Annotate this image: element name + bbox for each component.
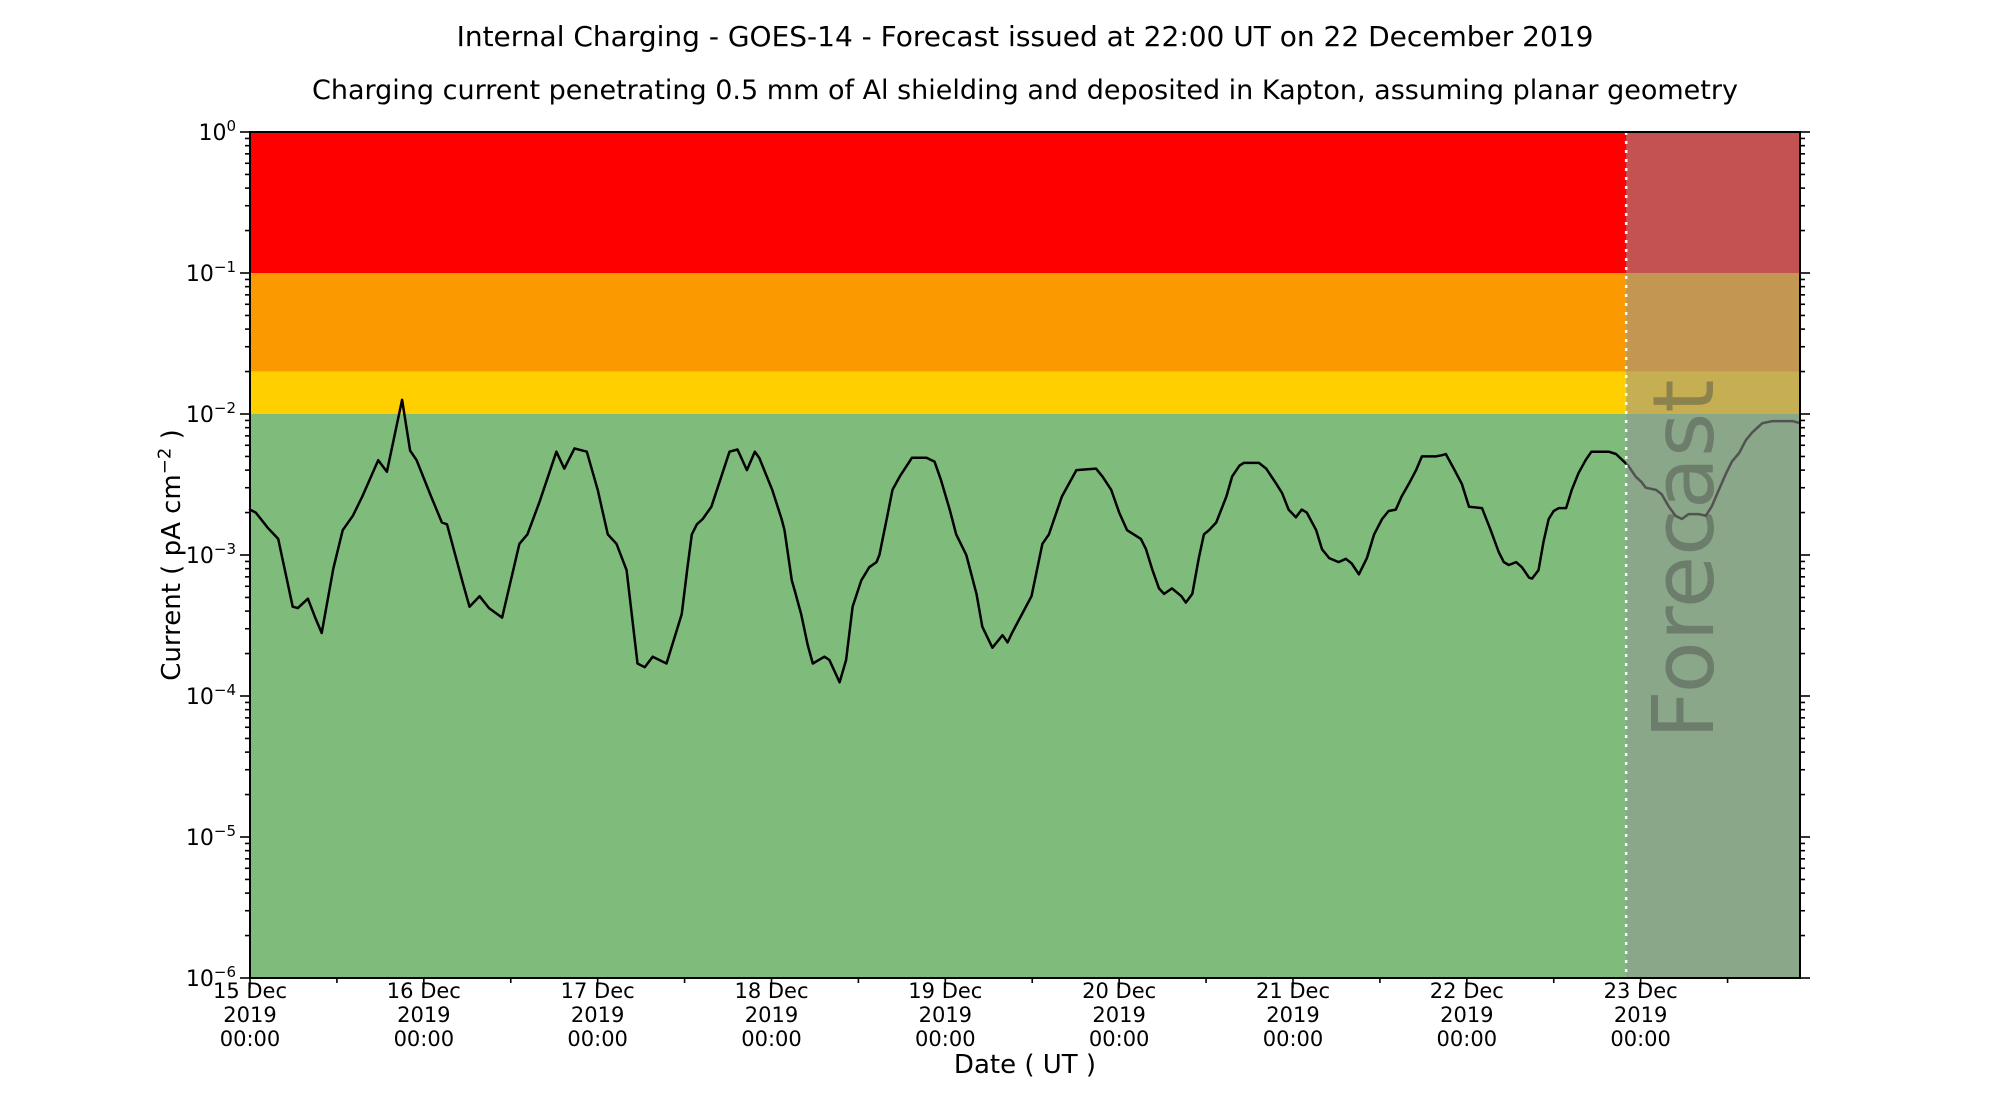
forecast-shading — [1626, 132, 1800, 978]
x-tick-label: 15 Dec 2019 00:00 — [213, 979, 287, 1051]
current-curve — [248, 398, 1802, 684]
axes-border — [249, 131, 1801, 979]
y-tick-label: 100 — [198, 117, 236, 146]
series-charging-current — [248, 398, 1802, 684]
band-green-safe — [250, 414, 1800, 978]
x-axis-label: Date ( UT ) — [953, 1050, 1097, 1080]
band-yellow-alert — [250, 371, 1800, 414]
risk-bands — [250, 132, 1800, 978]
x-tick-label: 17 Dec 2019 00:00 — [561, 979, 635, 1051]
x-tick-label: 18 Dec 2019 00:00 — [734, 979, 808, 1051]
y-tick-label: 10−2 — [186, 399, 236, 428]
x-tick-label: 20 Dec 2019 00:00 — [1082, 979, 1156, 1051]
y-tick-label: 10−4 — [186, 681, 236, 710]
x-tick-label: 22 Dec 2019 00:00 — [1430, 979, 1504, 1051]
x-tick-label: 21 Dec 2019 00:00 — [1256, 979, 1330, 1051]
figure-subtitle: Charging current penetrating 0.5 mm of A… — [312, 75, 1738, 106]
forecast-watermark: Forecast — [1635, 379, 1734, 739]
y-tick-label: 10−3 — [186, 540, 236, 569]
x-tick-label: 16 Dec 2019 00:00 — [387, 979, 461, 1051]
x-tick-label: 19 Dec 2019 00:00 — [908, 979, 982, 1051]
x-tick-label: 23 Dec 2019 00:00 — [1604, 979, 1678, 1051]
forecast-overlay — [1624, 132, 1800, 978]
y-tick-label: 10−1 — [186, 258, 236, 287]
band-orange-alert — [250, 273, 1800, 372]
plot-spines — [249, 131, 1801, 979]
figure-title: Internal Charging - GOES-14 - Forecast i… — [456, 20, 1594, 53]
y-tick-label: 10−5 — [186, 822, 236, 851]
band-red-alert — [250, 132, 1800, 273]
